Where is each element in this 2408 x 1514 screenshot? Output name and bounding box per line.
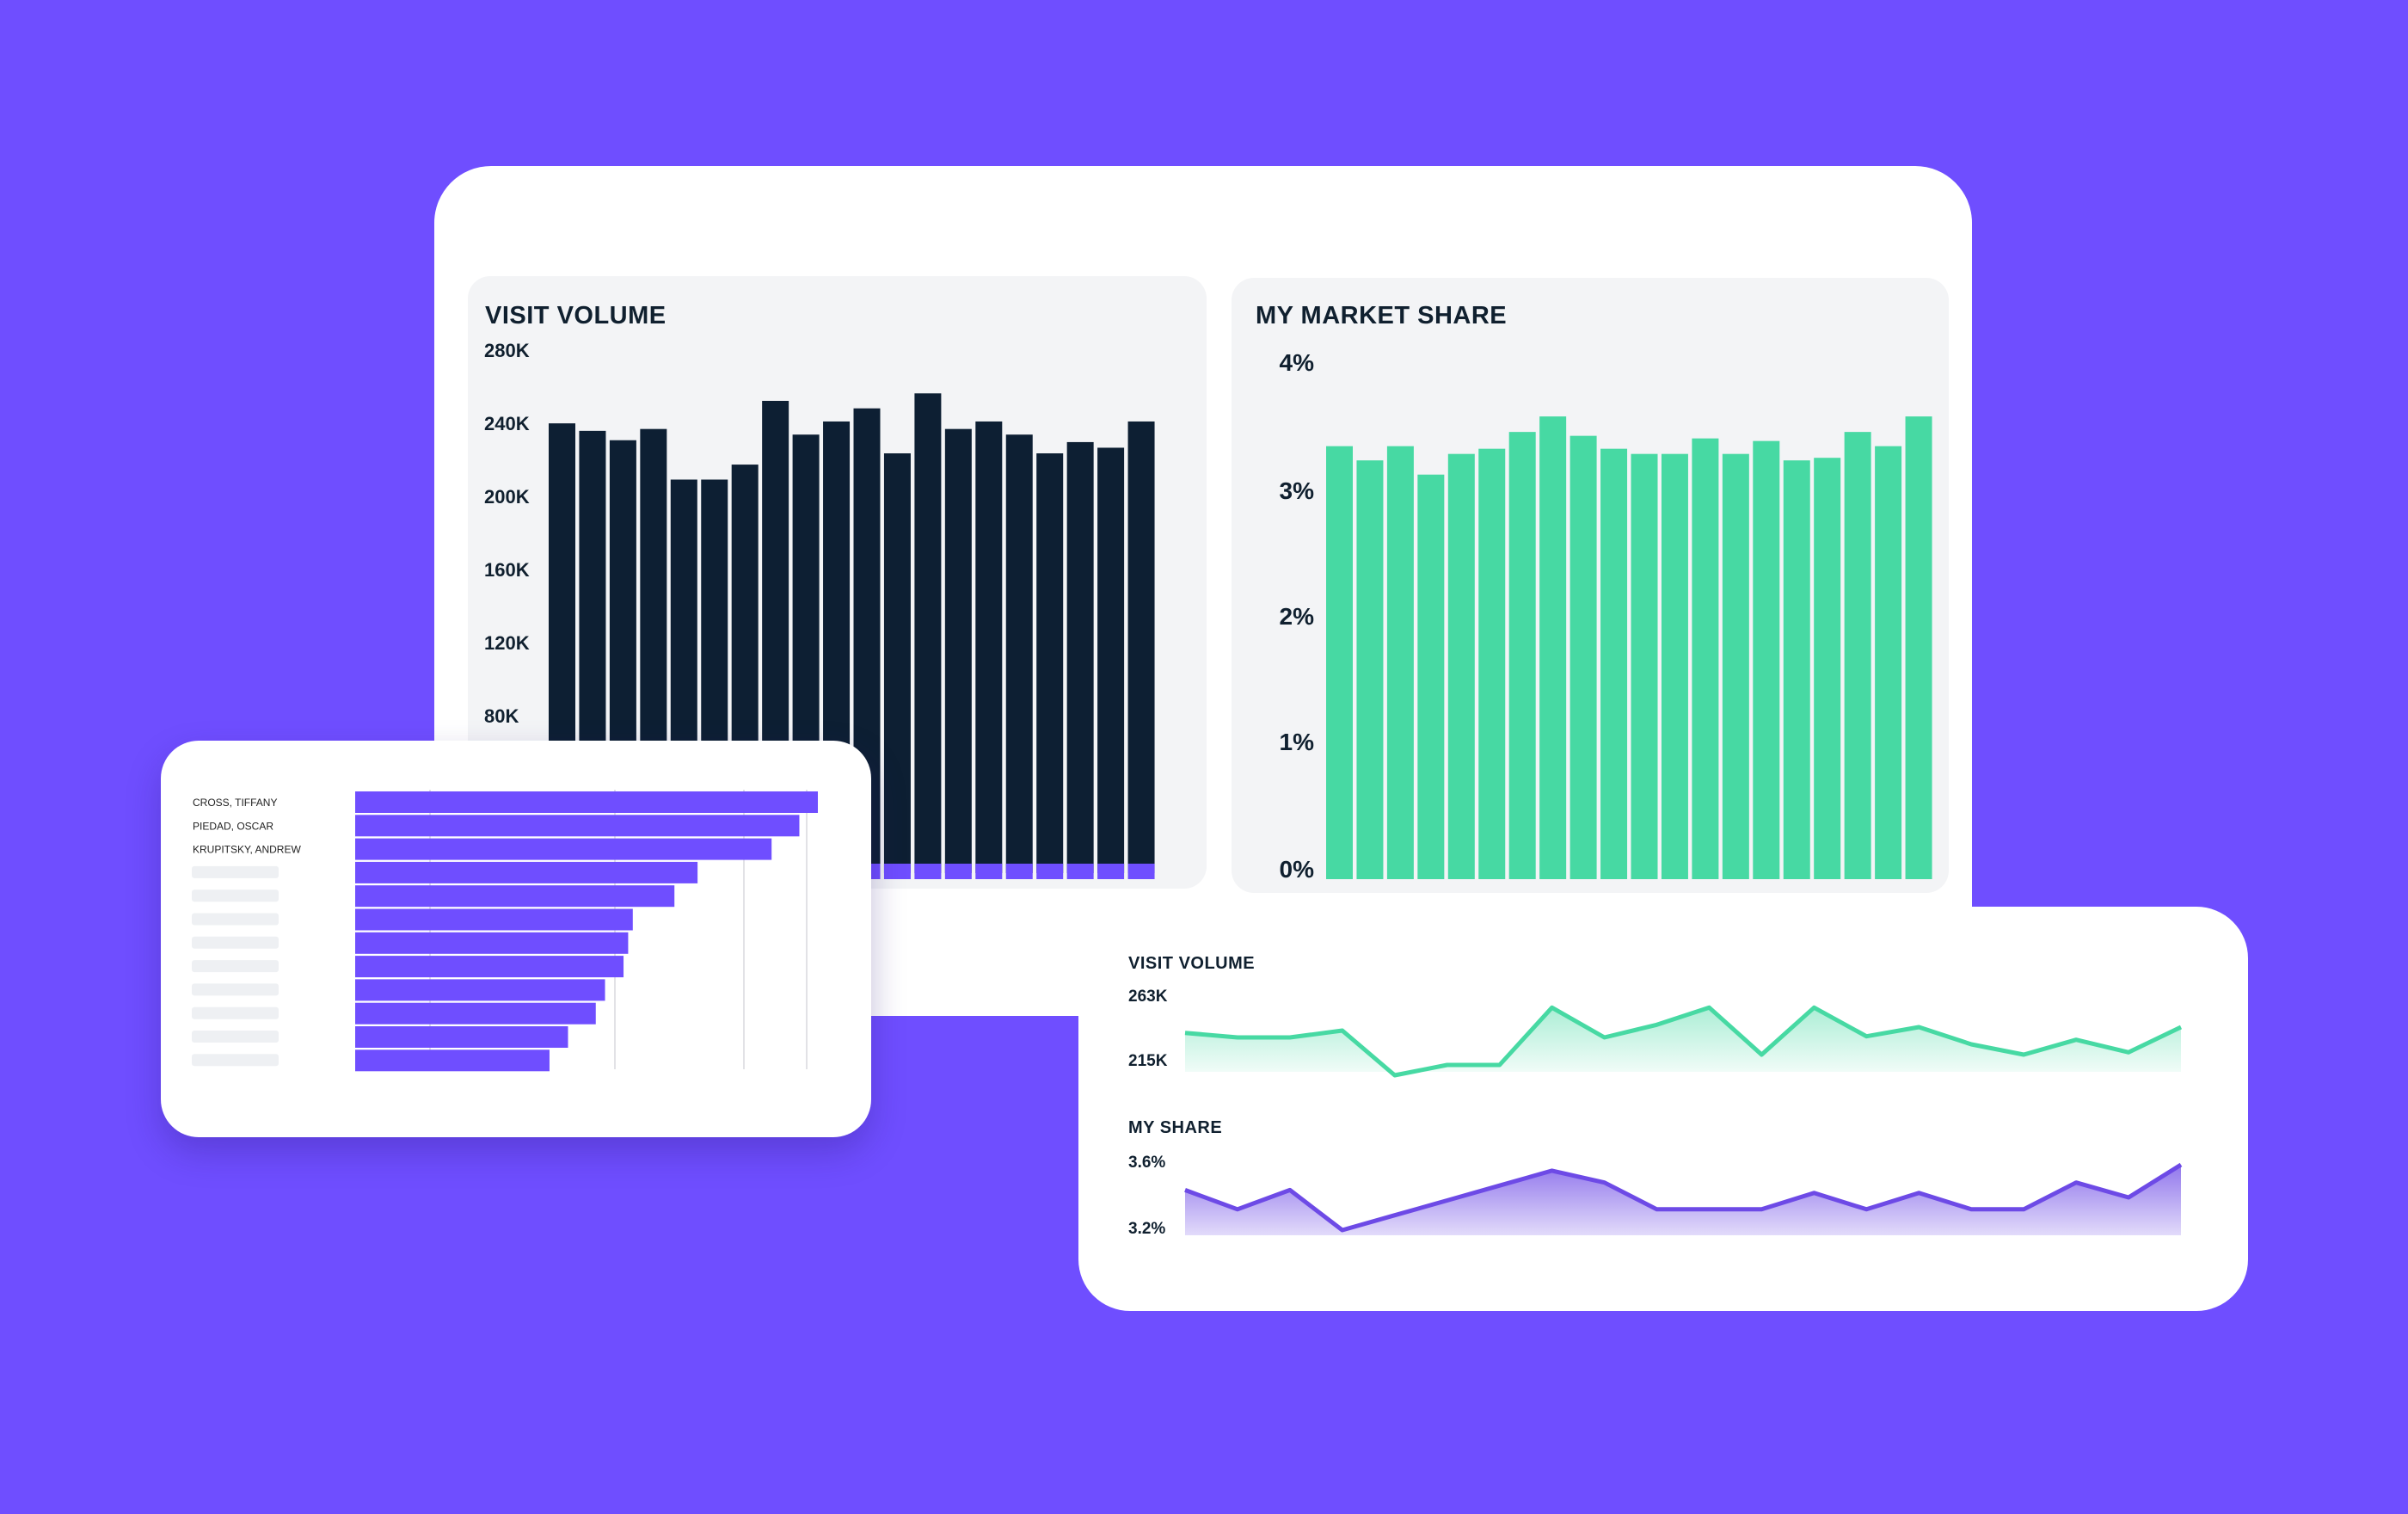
market-share-bar (1326, 446, 1353, 879)
my-share-trend-tick-label: 3.6% (1128, 1154, 1165, 1172)
market-share-bar (1631, 453, 1658, 879)
leaderboard-name-placeholder (192, 1031, 279, 1043)
leaderboard-name-label: PIEDAD, OSCAR (193, 820, 273, 832)
leaderboard-bar (355, 815, 800, 837)
leaderboard-name-placeholder (192, 936, 279, 949)
market-share-bar (1600, 448, 1628, 879)
visit-volume-bar (914, 393, 942, 873)
leaderboard-bar (355, 885, 675, 908)
market-share-bar (1783, 460, 1810, 879)
leaderboard-bar (355, 979, 605, 1001)
leaderboard-bar (355, 932, 629, 954)
leaderboard-name-placeholder (192, 913, 279, 926)
market-share-bar (1508, 432, 1536, 879)
leaderboard-bar (355, 908, 633, 931)
leaderboard-bar (355, 1002, 596, 1025)
trend-card (1078, 907, 2248, 1311)
visit-volume-bar (1066, 441, 1094, 873)
market-share-tick-label: 0% (1280, 856, 1315, 883)
leaderboard-name-label: CROSS, TIFFANY (193, 797, 277, 809)
visit-volume-title: VISIT VOLUME (485, 302, 666, 329)
market-share-bar (1539, 416, 1567, 880)
visit-volume-bar-base (975, 864, 1003, 879)
visit-volume-bar-base (1066, 864, 1094, 879)
visit-volume-bar-base (914, 864, 942, 879)
market-share-bar (1356, 460, 1384, 879)
market-share-bar (1905, 416, 1932, 880)
market-share-bar (1844, 432, 1871, 879)
leaderboard-name-placeholder (192, 983, 279, 996)
visit-volume-tick-label: 120K (484, 632, 530, 654)
leaderboard-name-placeholder (192, 1006, 279, 1019)
market-share-bar (1570, 435, 1597, 880)
leaderboard-bar (355, 1049, 550, 1072)
market-share-bar (1661, 453, 1688, 879)
market-share-bar (1692, 438, 1719, 880)
visit-volume-bar-base (1036, 864, 1064, 879)
market-share-bar (1447, 453, 1475, 879)
leaderboard-name-placeholder (192, 960, 279, 973)
visit-volume-tick-label: 80K (484, 705, 519, 727)
visit-volume-tick-label: 280K (484, 340, 530, 361)
market-share-bar (1753, 440, 1780, 879)
leaderboard-bar (355, 791, 818, 813)
visit-volume-trend-tick-label: 215K (1128, 1052, 1168, 1070)
visit-volume-tick-label: 200K (484, 486, 530, 508)
visit-volume-bar (975, 421, 1003, 873)
visit-volume-tick-label: 240K (484, 413, 530, 434)
visit-volume-tick-label: 160K (484, 559, 530, 581)
my-share-trend-tick-label: 3.2% (1128, 1220, 1165, 1238)
market-share-bar (1875, 446, 1902, 879)
visit-volume-bar (1097, 447, 1125, 873)
visit-volume-bar-base (1127, 864, 1155, 879)
leaderboard-name-placeholder (192, 1054, 279, 1067)
visit-volume-trend-tick-label: 263K (1128, 988, 1168, 1006)
visit-volume-bar-base (1005, 864, 1033, 879)
visit-volume-bar-base (1097, 864, 1125, 879)
visit-volume-trend-title: VISIT VOLUME (1128, 954, 1255, 973)
leaderboard-name-placeholder (192, 865, 279, 878)
market-share-bar (1386, 446, 1414, 879)
leaderboard-bar (355, 838, 772, 860)
leaderboard-name-placeholder (192, 889, 279, 902)
leaderboard-bar (355, 956, 624, 978)
leaderboard-bar (355, 861, 698, 883)
my-share-trend-line (1184, 1162, 2183, 1233)
visit-volume-bar (883, 453, 911, 873)
visit-volume-bar (1005, 434, 1033, 873)
market-share-bar (1722, 453, 1749, 879)
my-share-trend-area (1185, 1165, 2181, 1235)
market-share-bar (1478, 448, 1506, 879)
market-share-tick-label: 2% (1280, 603, 1315, 630)
market-share-tick-label: 1% (1280, 729, 1315, 755)
leaderboard-name-label: KRUPITSKY, ANDREW (193, 844, 301, 856)
market-share-title: MY MARKET SHARE (1256, 302, 1508, 329)
visit-volume-bar (1036, 453, 1064, 873)
visit-volume-bar (944, 428, 972, 873)
visit-volume-bar-base (883, 864, 911, 879)
market-share-tick-label: 4% (1280, 349, 1315, 376)
visit-volume-bar-base (944, 864, 972, 879)
my-share-trend-title: MY SHARE (1128, 1118, 1222, 1137)
visit-volume-bar (1127, 421, 1155, 873)
market-share-bar (1814, 458, 1841, 879)
market-share-bar (1417, 474, 1445, 879)
leaderboard-bar (355, 1026, 568, 1048)
visit-volume-trend-line (1184, 1005, 2183, 1078)
market-share-tick-label: 3% (1280, 477, 1315, 504)
visit-volume-trend-area (1185, 1007, 2181, 1075)
